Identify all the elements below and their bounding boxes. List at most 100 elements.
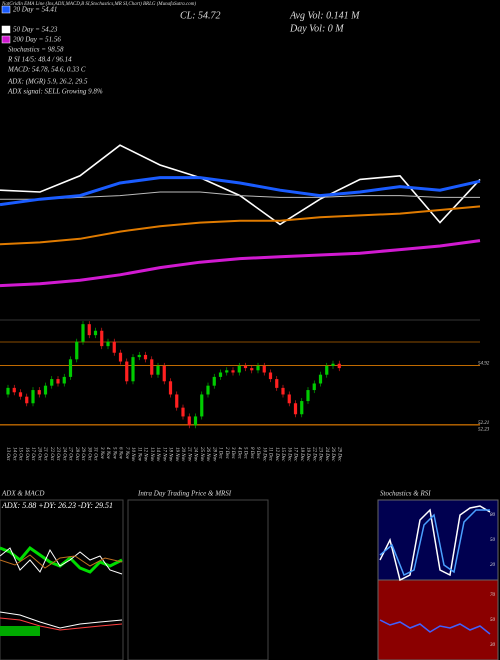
date-label: 3 Nov — [99, 447, 104, 460]
panel-title: Intra Day Trading Price & MRSI — [137, 490, 232, 498]
candle — [312, 383, 316, 391]
candle — [100, 330, 104, 347]
date-label: 31 Oct — [93, 447, 98, 461]
date-label: 25 Nov — [199, 447, 204, 462]
date-label: 13 Nov — [149, 447, 154, 462]
candle — [31, 390, 35, 404]
date-label: 5 Dec — [243, 447, 248, 460]
stat: ADX signal: SELL Growing 9.8% — [7, 88, 103, 96]
date-label: 22 Dec — [311, 447, 316, 462]
candle — [156, 365, 160, 375]
date-label: 28 Nov — [211, 447, 216, 462]
macd-hist — [0, 626, 40, 636]
avg-vol: Avg Vol: 0.141 M — [289, 10, 360, 21]
stoch-label: 80 — [490, 513, 496, 518]
date-label: 4 Dec — [236, 447, 241, 460]
candle — [6, 387, 10, 395]
day-vol: Day Vol: 0 M — [289, 23, 344, 34]
candle — [68, 359, 73, 377]
rsi-label: 30 — [490, 643, 496, 648]
legend-swatch — [1, 35, 11, 44]
legend-label: 50 Day = 54.23 — [13, 26, 58, 34]
legend-label: 20 Day = 54.41 — [13, 6, 57, 14]
candle — [200, 394, 204, 417]
rsi-label: 70 — [490, 593, 496, 598]
stoch-label: 50 — [490, 538, 496, 543]
candle — [93, 330, 98, 336]
candle — [56, 379, 60, 384]
date-label: 19 Dec — [305, 447, 310, 462]
date-label: 10 Dec — [261, 447, 266, 462]
level-label: 54.92 — [478, 362, 490, 367]
candle — [187, 416, 191, 426]
level-label: 52.21 — [478, 421, 489, 426]
stoch-label: 20 — [490, 563, 496, 568]
date-label: 20 Nov — [180, 447, 185, 462]
date-label: 17 Oct — [30, 447, 35, 461]
date-label: 8 Dec — [249, 447, 254, 460]
panel-title: Stochastics & RSI — [380, 490, 431, 498]
top-line: NatGridIn EMA Line (Ins,ADX,MACD,B SI,St… — [1, 2, 196, 7]
candle — [106, 341, 110, 347]
date-label: 9 Dec — [255, 447, 260, 460]
date-label: 30 Oct — [86, 447, 91, 461]
level-label: 52.23 — [478, 428, 490, 433]
candle — [175, 394, 179, 408]
date-label: 1 Dec — [218, 447, 223, 460]
date-label: 4 Nov — [105, 447, 110, 460]
rsi-line — [379, 619, 491, 635]
date-label: 26 Dec — [330, 447, 335, 462]
date-label: 7 Nov — [124, 447, 129, 460]
date-label: 23 Dec — [318, 447, 323, 462]
date-label: 20 Oct — [36, 447, 41, 461]
candle — [131, 357, 135, 382]
date-label: 2 Dec — [224, 447, 229, 460]
candle — [268, 372, 273, 380]
date-label: 22 Oct — [49, 447, 54, 461]
candle — [143, 354, 148, 360]
stoch-line — [379, 505, 491, 582]
di-line — [0, 547, 123, 575]
date-label: 26 Nov — [205, 447, 210, 462]
stat: MACD: 54.78, 54.6, 0.33 C — [7, 66, 86, 74]
date-label: 29 Dec — [336, 447, 341, 462]
candle — [262, 365, 266, 373]
candle — [50, 379, 54, 386]
date-label: 21 Nov — [186, 447, 191, 462]
intraday-panel — [127, 499, 269, 660]
candle — [243, 365, 248, 369]
date-label: 15 Dec — [280, 447, 285, 462]
date-label: 10 Nov — [130, 447, 135, 462]
date-label: 28 Oct — [74, 447, 79, 461]
date-label: 12 Nov — [143, 447, 148, 462]
date-label: 24 Oct — [61, 447, 66, 461]
candle — [18, 392, 23, 397]
macd-line — [0, 611, 123, 629]
date-label: 18 Nov — [168, 447, 173, 462]
candle — [137, 354, 141, 358]
candle — [237, 365, 241, 373]
date-label: 16 Oct — [24, 447, 29, 461]
date-label: 18 Dec — [299, 447, 304, 462]
adx-readout: ADX: 5.88 +DY: 26.23 -DY: 29.51 — [1, 501, 113, 510]
ma-line — [0, 191, 480, 200]
date-label: 6 Nov — [118, 447, 123, 460]
date-label: 17 Dec — [293, 447, 298, 462]
candle — [43, 385, 48, 395]
date-label: 15 Oct — [18, 447, 23, 461]
candle — [306, 390, 310, 402]
candle — [275, 379, 279, 388]
ma-line — [0, 205, 481, 246]
date-label: 19 Nov — [174, 447, 179, 462]
candle — [12, 387, 16, 393]
date-label: 23 Oct — [55, 447, 60, 461]
date-label: 14 Nov — [155, 447, 160, 462]
panel-title: ADX & MACD — [1, 490, 44, 498]
ma-line — [0, 239, 481, 288]
candle — [181, 407, 185, 417]
stat: Stochastics = 98.58 — [8, 46, 64, 54]
candle — [318, 374, 323, 384]
date-label: 11 Nov — [136, 447, 141, 462]
date-label: 17 Nov — [161, 447, 166, 462]
macd-signal — [0, 617, 123, 631]
